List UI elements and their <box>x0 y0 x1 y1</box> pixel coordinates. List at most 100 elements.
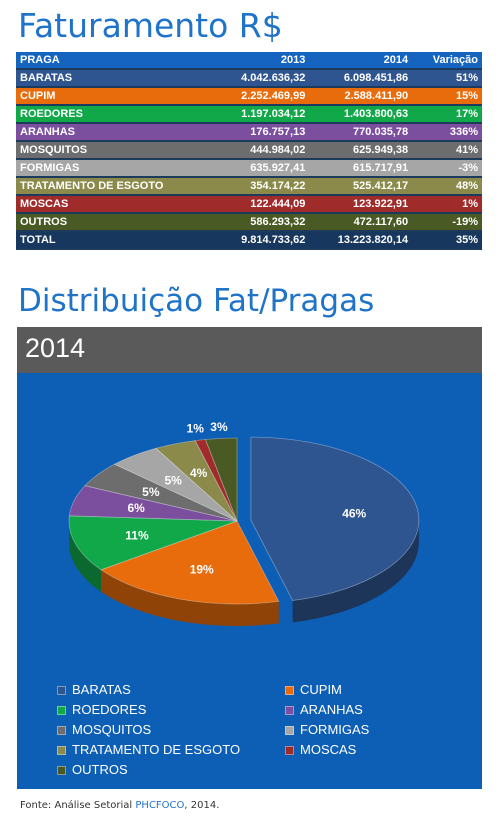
cell-variacao: -19% <box>412 213 482 232</box>
legend-item: MOSQUITOS <box>57 722 151 737</box>
table-row: MOSQUITOS 444.984,02 625.949,38 41% <box>16 141 482 160</box>
chart-header-bar: 2014 <box>17 327 482 373</box>
total-variacao: 35% <box>412 231 482 250</box>
legend-swatch <box>57 766 66 776</box>
page-title: Faturamento R$ <box>18 6 283 45</box>
revenue-table: PRAGA 2013 2014 Variação BARATAS 4.042.63… <box>16 52 482 250</box>
table-row: CUPIM 2.252.469,99 2.588.411,90 15% <box>16 87 482 106</box>
legend-swatch <box>57 746 66 756</box>
pie-slice-side <box>101 569 279 626</box>
pie-data-label: 3% <box>210 420 228 434</box>
cell-praga: TRATAMENTO DE ESGOTO <box>16 177 215 196</box>
legend-label: CUPIM <box>300 682 342 697</box>
pie-slice <box>100 520 280 605</box>
table-row: FORMIGAS 635.927,41 615.717,91 -3% <box>16 159 482 178</box>
legend-label: FORMIGAS <box>300 722 370 737</box>
cell-2013: 122.444,09 <box>214 195 310 214</box>
cell-praga: BARATAS <box>16 69 215 88</box>
table-row: BARATAS 4.042.636,32 6.098.451,86 51% <box>16 69 482 88</box>
legend-swatch <box>285 746 294 756</box>
cell-variacao: 41% <box>412 141 482 160</box>
table-header-row: PRAGA 2013 2014 Variação <box>16 52 482 70</box>
table-row: TRATAMENTO DE ESGOTO 354.174,22 525.412,17… <box>16 177 482 196</box>
cell-variacao: 1% <box>412 195 482 214</box>
cell-2013: 4.042.636,32 <box>214 69 310 88</box>
cell-praga: CUPIM <box>16 87 215 106</box>
cell-2014: 2.588.411,90 <box>309 87 413 106</box>
legend-swatch <box>57 686 66 696</box>
cell-variacao: 17% <box>412 105 482 124</box>
col-2014-header: 2014 <box>309 52 413 70</box>
pie-slice <box>250 436 420 601</box>
source-brand: PHCFOCO <box>135 800 185 811</box>
cell-variacao: -3% <box>412 159 482 178</box>
total-2013: 9.814.733,62 <box>214 231 310 250</box>
cell-2014: 123.922,91 <box>309 195 413 214</box>
legend-item: CUPIM <box>285 682 342 697</box>
pie-data-label: 6% <box>127 501 145 515</box>
cell-2013: 586.293,32 <box>214 213 310 232</box>
pie-data-label: 5% <box>142 485 160 499</box>
cell-2013: 635.927,41 <box>214 159 310 178</box>
pie-data-label: 11% <box>125 528 149 542</box>
legend-item: ROEDORES <box>57 702 146 717</box>
legend-swatch <box>57 706 66 716</box>
total-label: TOTAL <box>16 231 215 250</box>
table-row: ROEDORES 1.197.034,12 1.403.800,63 17% <box>16 105 482 124</box>
legend-label: ARANHAS <box>300 702 363 717</box>
pie-chart-panel: 2014 46% 19% 11% 6% 5% 5% 4% 1% 3% BARATAS CUPIM R… <box>17 327 482 789</box>
pie-data-label: 1% <box>187 422 205 436</box>
legend-label: TRATAMENTO DE ESGOTO <box>72 742 241 757</box>
legend-label: OUTROS <box>72 762 128 777</box>
legend-swatch <box>285 726 294 736</box>
cell-variacao: 51% <box>412 69 482 88</box>
cell-2013: 176.757,13 <box>214 123 310 142</box>
table-row: ARANHAS 176.757,13 770.035,78 336% <box>16 123 482 142</box>
col-2013-header: 2013 <box>214 52 310 70</box>
legend-item: ARANHAS <box>285 702 363 717</box>
legend-label: MOSCAS <box>300 742 357 757</box>
cell-2014: 625.949,38 <box>309 141 413 160</box>
pie-chart: 46% 19% 11% 6% 5% 5% 4% 1% 3% <box>68 420 420 626</box>
cell-variacao: 336% <box>412 123 482 142</box>
table-row: MOSCAS 122.444,09 123.922,91 1% <box>16 195 482 214</box>
pie-slice <box>155 440 238 522</box>
col-variacao-header: Variação <box>412 52 482 70</box>
cell-praga: ROEDORES <box>16 105 215 124</box>
legend-item: FORMIGAS <box>285 722 369 737</box>
cell-praga: MOSQUITOS <box>16 141 215 160</box>
pie-slice <box>84 463 238 522</box>
legend-item: OUTROS <box>57 762 128 777</box>
legend-swatch <box>285 686 294 696</box>
cell-variacao: 15% <box>412 87 482 106</box>
cell-2014: 525.412,17 <box>309 177 413 196</box>
chart-header-year: 2014 <box>25 333 86 363</box>
pie-data-label: 19% <box>190 562 214 576</box>
cell-praga: FORMIGAS <box>16 159 215 178</box>
cell-variacao: 48% <box>412 177 482 196</box>
pie-data-label: 46% <box>342 507 366 521</box>
cell-2014: 770.035,78 <box>309 123 413 142</box>
pie-slice <box>68 485 238 522</box>
pie-slice-side <box>292 520 419 623</box>
pie-slice <box>113 447 238 522</box>
col-praga-header: PRAGA <box>16 52 215 70</box>
pie-slice <box>194 439 238 522</box>
cell-2014: 6.098.451,86 <box>309 69 413 88</box>
cell-2013: 1.197.034,12 <box>214 105 310 124</box>
table-total-row: TOTAL 9.814.733,62 13.223.820,14 35% <box>16 231 482 250</box>
legend-item: TRATAMENTO DE ESGOTO <box>57 742 240 757</box>
total-2014: 13.223.820,14 <box>309 231 413 250</box>
legend-item: BARATAS <box>57 682 131 697</box>
legend-swatch <box>285 706 294 716</box>
table-body: BARATAS 4.042.636,32 6.098.451,86 51% CUPIM 2… <box>16 69 482 250</box>
cell-praga: ARANHAS <box>16 123 215 142</box>
legend-label: ROEDORES <box>72 702 147 717</box>
source-note: Fonte: Análise Setorial PHCFOCO, 2014. <box>20 800 219 811</box>
legend-swatch <box>57 726 66 736</box>
cell-2014: 472.117,60 <box>309 213 413 232</box>
pie-slice-side <box>69 521 102 592</box>
source-suffix: , 2014. <box>184 800 220 811</box>
source-prefix: Fonte: Análise Setorial <box>20 800 136 811</box>
cell-2014: 615.717,91 <box>309 159 413 178</box>
